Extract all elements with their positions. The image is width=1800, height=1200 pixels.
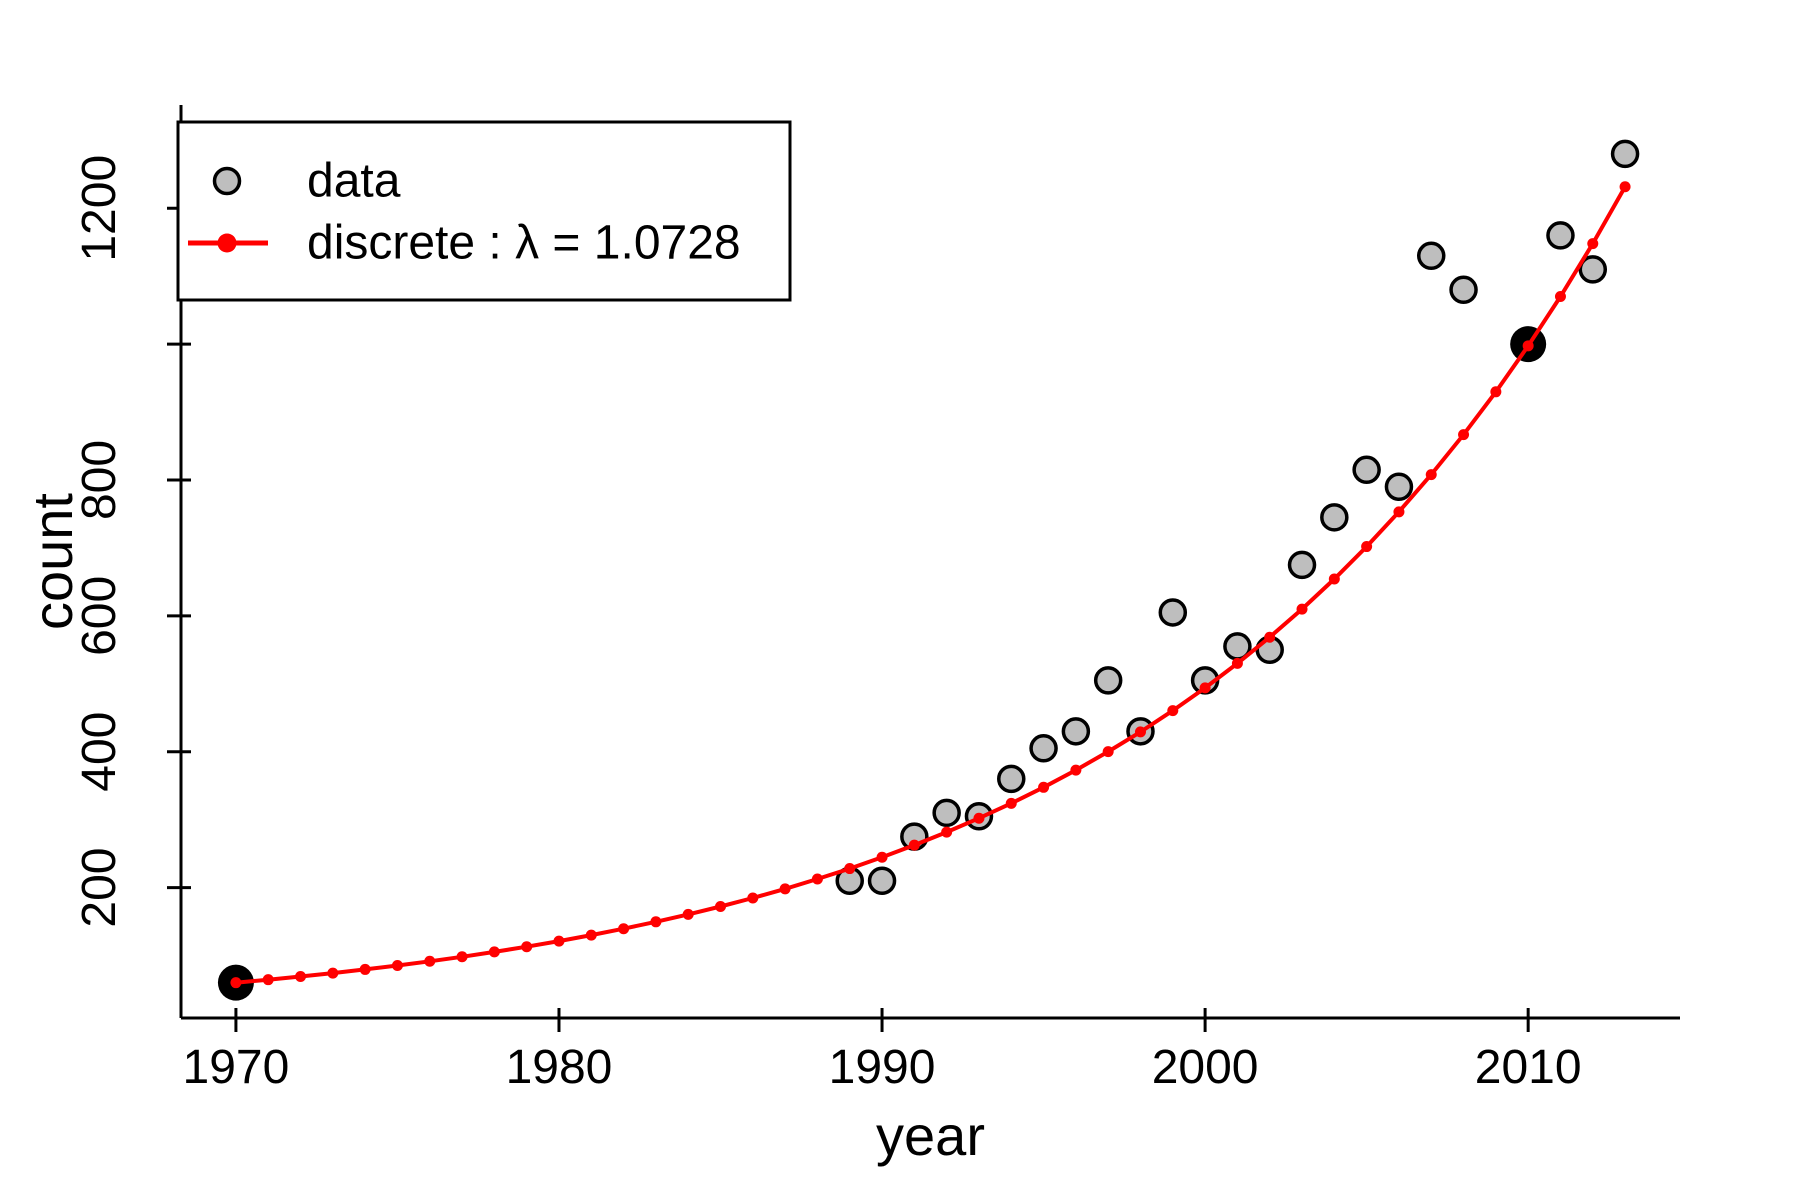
model-point	[811, 873, 823, 885]
model-point	[521, 941, 533, 953]
data-point	[1061, 717, 1091, 746]
x-tick-label: 2000	[1152, 1041, 1259, 1094]
x-axis-title: year	[876, 1104, 985, 1167]
model-point	[391, 959, 403, 971]
y-tick-label: 800	[73, 440, 126, 520]
model-point	[1070, 764, 1082, 776]
model-point	[1102, 746, 1114, 758]
model-point	[876, 851, 888, 863]
y-axis-title: count	[21, 493, 84, 630]
legend-item-label: data	[307, 155, 401, 208]
data-point	[1158, 598, 1188, 627]
model-point	[1393, 506, 1405, 518]
model-point	[1167, 705, 1179, 717]
model-point	[650, 916, 662, 928]
model-point	[488, 946, 500, 958]
y-tick-label: 200	[73, 848, 126, 928]
model-point	[1328, 573, 1340, 585]
model-point	[1231, 657, 1243, 669]
highlight-points-series	[217, 326, 1547, 1001]
model-point	[682, 908, 694, 920]
data-point	[867, 866, 897, 896]
model-point	[973, 812, 985, 824]
model-point	[1134, 726, 1146, 738]
data-point	[1352, 455, 1381, 485]
data-point	[1384, 472, 1414, 502]
model-point	[1458, 429, 1470, 441]
data-point	[1416, 241, 1446, 271]
model-point	[908, 839, 920, 851]
model-line	[235, 185, 1627, 985]
model-point	[295, 970, 307, 982]
model-point	[1425, 469, 1437, 481]
data-point	[932, 798, 961, 828]
model-point	[1587, 238, 1599, 250]
legend-item-label: discrete : λ = 1.0728	[307, 217, 741, 270]
model-point	[262, 974, 274, 986]
model-point	[747, 892, 759, 904]
model-point	[1619, 181, 1631, 193]
model-point	[1522, 340, 1534, 352]
data-point	[997, 764, 1026, 794]
model-point	[327, 967, 339, 979]
model-point	[230, 977, 242, 989]
x-tick-label: 2010	[1475, 1041, 1582, 1094]
y-tick-label: 400	[73, 712, 126, 792]
data-point	[1287, 550, 1317, 580]
model-point	[1296, 603, 1308, 615]
model-point	[359, 963, 371, 975]
model-point	[553, 935, 565, 947]
data-point	[1029, 734, 1058, 763]
y-tick-label: 600	[73, 576, 126, 656]
model-point	[618, 923, 630, 935]
data-point	[1578, 255, 1608, 284]
model-point	[715, 900, 727, 912]
data-point	[1546, 221, 1575, 250]
legend-model-dot-icon	[217, 233, 237, 253]
model-point	[1005, 797, 1017, 809]
model-point	[424, 955, 436, 967]
legend-data-marker-icon	[212, 166, 242, 196]
model-point	[1199, 682, 1211, 694]
model-point	[941, 826, 953, 838]
model-point	[844, 863, 856, 875]
model-point	[1038, 781, 1050, 793]
x-tick-label: 1980	[506, 1041, 613, 1094]
model-series	[230, 181, 1631, 989]
model-point	[1554, 290, 1566, 302]
data-point	[1610, 139, 1640, 169]
model-point	[456, 951, 468, 963]
model-point	[585, 929, 597, 941]
data-point	[1093, 666, 1123, 695]
data-point	[1320, 503, 1349, 532]
data-points-series	[835, 139, 1640, 896]
y-tick-label: 1200	[73, 155, 126, 262]
model-point	[1264, 631, 1276, 643]
x-tick-label: 1990	[829, 1041, 936, 1094]
model-point	[1361, 541, 1373, 553]
x-tick-label: 1970	[183, 1041, 290, 1094]
data-point	[1449, 275, 1478, 305]
model-point	[779, 883, 791, 895]
legend-box	[176, 120, 792, 302]
legend: data discrete : λ = 1.0728	[176, 120, 792, 302]
model-point	[1490, 386, 1502, 398]
